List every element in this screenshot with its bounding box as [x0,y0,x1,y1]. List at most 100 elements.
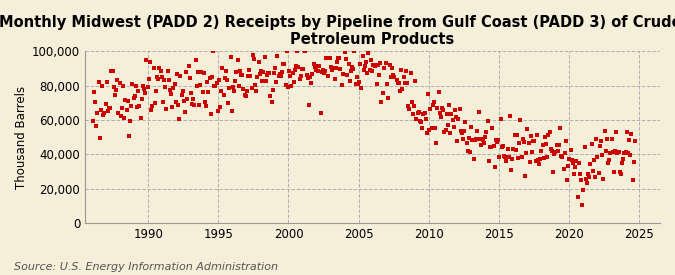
Point [90,100,101,104]
Point [369,63,380,68]
Point [373,73,384,78]
Point [168,86,179,90]
Point [627,178,638,182]
Point [592,154,603,159]
Point [496,145,507,150]
Point [459,128,470,133]
Point [370,64,381,68]
Point [440,128,451,133]
Point [398,75,409,79]
Point [93,80,104,84]
Point [237,73,248,78]
Point [138,84,148,88]
Point [230,79,241,83]
Point [491,140,502,144]
Point [499,154,510,158]
Point [389,75,400,79]
Point [216,89,227,93]
Point [580,177,591,181]
Point [402,81,412,85]
Point [299,48,310,53]
Point [88,90,99,94]
Point [339,40,350,45]
Point [550,150,561,155]
Point [312,64,323,68]
Point [367,69,377,73]
Point [472,128,483,133]
Point [547,170,558,175]
Point [352,82,363,86]
Point [109,93,120,98]
Point [510,147,521,152]
Point [244,68,254,72]
Point [284,68,294,73]
Point [194,103,205,108]
Point [267,87,278,92]
Point [599,129,610,134]
Point [603,158,614,162]
Point [452,139,462,143]
Point [451,115,462,119]
Point [530,159,541,163]
Point [277,70,288,74]
Point [210,83,221,88]
Point [163,78,174,82]
Point [438,108,449,112]
Point [224,86,235,90]
Point [403,104,414,109]
Point [234,84,244,88]
Point [431,141,441,145]
Point [153,77,163,82]
Point [414,119,425,123]
Point [466,125,477,129]
Point [213,78,224,82]
Point [136,97,147,102]
Point [328,66,339,70]
Point [294,77,305,81]
Point [92,111,103,115]
Point [285,73,296,78]
Point [281,49,292,54]
Point [256,69,267,73]
Point [494,155,505,159]
Point [360,64,371,68]
Point [200,100,211,104]
Point [446,112,457,116]
Point [495,117,506,121]
Point [296,74,306,78]
Point [213,109,223,114]
Point [373,62,383,67]
Point [176,93,187,98]
Point [253,59,264,64]
Point [507,157,518,162]
Point [526,134,537,138]
Point [265,94,276,98]
Point [87,119,98,123]
Point [570,165,580,169]
Point [577,203,588,207]
Point [167,105,178,109]
Point [169,82,180,86]
Point [423,92,433,96]
Point [144,59,155,64]
Point [542,155,553,159]
Point [387,73,398,78]
Y-axis label: Thousand Barrels: Thousand Barrels [15,86,28,189]
Point [456,131,467,135]
Point [104,106,115,110]
Point [238,87,249,92]
Point [411,117,422,122]
Point [545,147,556,151]
Point [378,66,389,70]
Point [91,124,102,128]
Point [418,112,429,116]
Point [479,140,489,145]
Point [189,103,200,108]
Point [335,67,346,71]
Point [107,69,118,73]
Point [115,114,126,119]
Point [487,126,497,130]
Point [135,116,146,120]
Point [419,111,430,116]
Point [302,75,313,80]
